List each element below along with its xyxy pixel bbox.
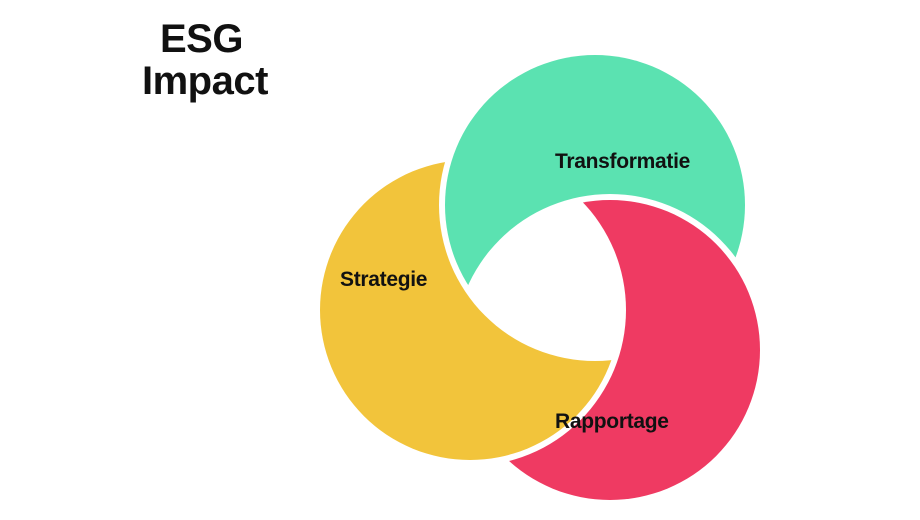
label-rapportage: Rapportage — [555, 410, 669, 434]
label-strategie: Strategie — [340, 268, 427, 292]
page-title: ESG Impact — [160, 18, 268, 102]
label-transformatie: Transformatie — [555, 150, 690, 174]
title-line-2: Impact — [142, 59, 268, 103]
title-line-1: ESG — [160, 17, 243, 61]
